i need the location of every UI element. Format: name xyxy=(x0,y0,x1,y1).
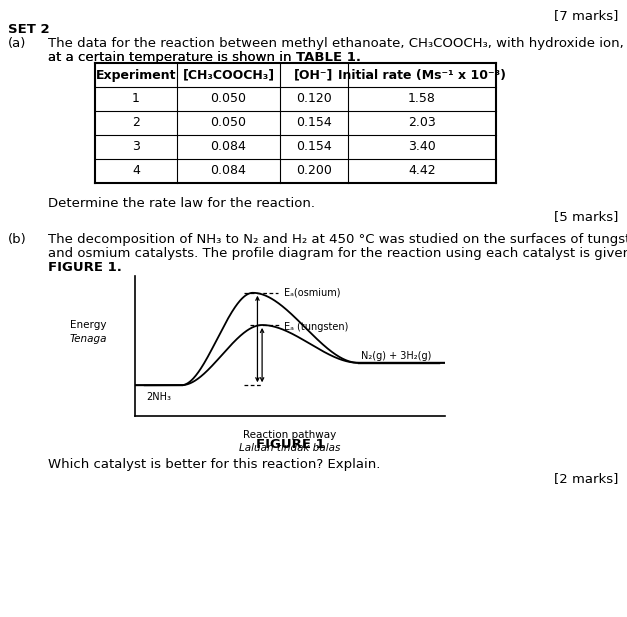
Text: 2NH₃: 2NH₃ xyxy=(146,392,171,402)
Text: N₂(g) + 3H₂(g): N₂(g) + 3H₂(g) xyxy=(361,350,431,361)
Text: 1.58: 1.58 xyxy=(408,93,436,106)
Text: [7 marks]: [7 marks] xyxy=(554,9,618,22)
Text: (b): (b) xyxy=(8,233,27,246)
Text: Eₐ (tungsten): Eₐ (tungsten) xyxy=(284,322,348,332)
Text: 4: 4 xyxy=(132,165,140,178)
Text: 1: 1 xyxy=(132,93,140,106)
Text: The decomposition of NH₃ to N₂ and H₂ at 450 °C was studied on the surfaces of t: The decomposition of NH₃ to N₂ and H₂ at… xyxy=(48,233,627,246)
Text: [5 marks]: [5 marks] xyxy=(554,210,618,223)
Text: 0.050: 0.050 xyxy=(211,117,246,130)
Text: at a certain temperature is shown in: at a certain temperature is shown in xyxy=(48,51,296,64)
Text: Laluan tindak balas: Laluan tindak balas xyxy=(240,442,340,453)
Text: Initial rate (Ms⁻¹ x 10⁻³): Initial rate (Ms⁻¹ x 10⁻³) xyxy=(338,68,506,81)
Text: Experiment: Experiment xyxy=(96,68,176,81)
Text: Which catalyst is better for this reaction? Explain.: Which catalyst is better for this reacti… xyxy=(48,458,381,471)
Text: Determine the rate law for the reaction.: Determine the rate law for the reaction. xyxy=(48,197,315,210)
Text: 0.084: 0.084 xyxy=(211,141,246,154)
Text: 4.42: 4.42 xyxy=(408,165,436,178)
Text: Reaction pathway: Reaction pathway xyxy=(243,430,337,440)
Text: 3.40: 3.40 xyxy=(408,141,436,154)
Text: 0.154: 0.154 xyxy=(296,117,332,130)
Text: 0.084: 0.084 xyxy=(211,165,246,178)
Text: Tenaga: Tenaga xyxy=(70,334,107,344)
Text: Energy: Energy xyxy=(70,320,107,330)
Text: at a certain temperature is shown in: at a certain temperature is shown in xyxy=(48,51,296,64)
Text: 2.03: 2.03 xyxy=(408,117,436,130)
Text: and osmium catalysts. The profile diagram for the reaction using each catalyst i: and osmium catalysts. The profile diagra… xyxy=(48,247,627,260)
Text: FIGURE 1.: FIGURE 1. xyxy=(48,261,122,274)
Text: 2: 2 xyxy=(132,117,140,130)
Text: 3: 3 xyxy=(132,141,140,154)
Text: 0.200: 0.200 xyxy=(296,165,332,178)
Text: (a): (a) xyxy=(8,37,26,50)
Text: 0.050: 0.050 xyxy=(211,93,246,106)
Text: 0.120: 0.120 xyxy=(296,93,332,106)
Text: SET 2: SET 2 xyxy=(8,23,50,36)
Text: 0.154: 0.154 xyxy=(296,141,332,154)
Text: [2 marks]: [2 marks] xyxy=(554,472,618,485)
Text: [OH⁻]: [OH⁻] xyxy=(294,68,334,81)
Text: The data for the reaction between methyl ethanoate, CH₃COOCH₃, with hydroxide io: The data for the reaction between methyl… xyxy=(48,37,627,50)
Text: [CH₃COOCH₃]: [CH₃COOCH₃] xyxy=(182,68,275,81)
Text: TABLE 1.: TABLE 1. xyxy=(296,51,361,64)
Text: FIGURE 1: FIGURE 1 xyxy=(256,438,324,451)
Text: Eₐ(osmium): Eₐ(osmium) xyxy=(284,288,340,298)
